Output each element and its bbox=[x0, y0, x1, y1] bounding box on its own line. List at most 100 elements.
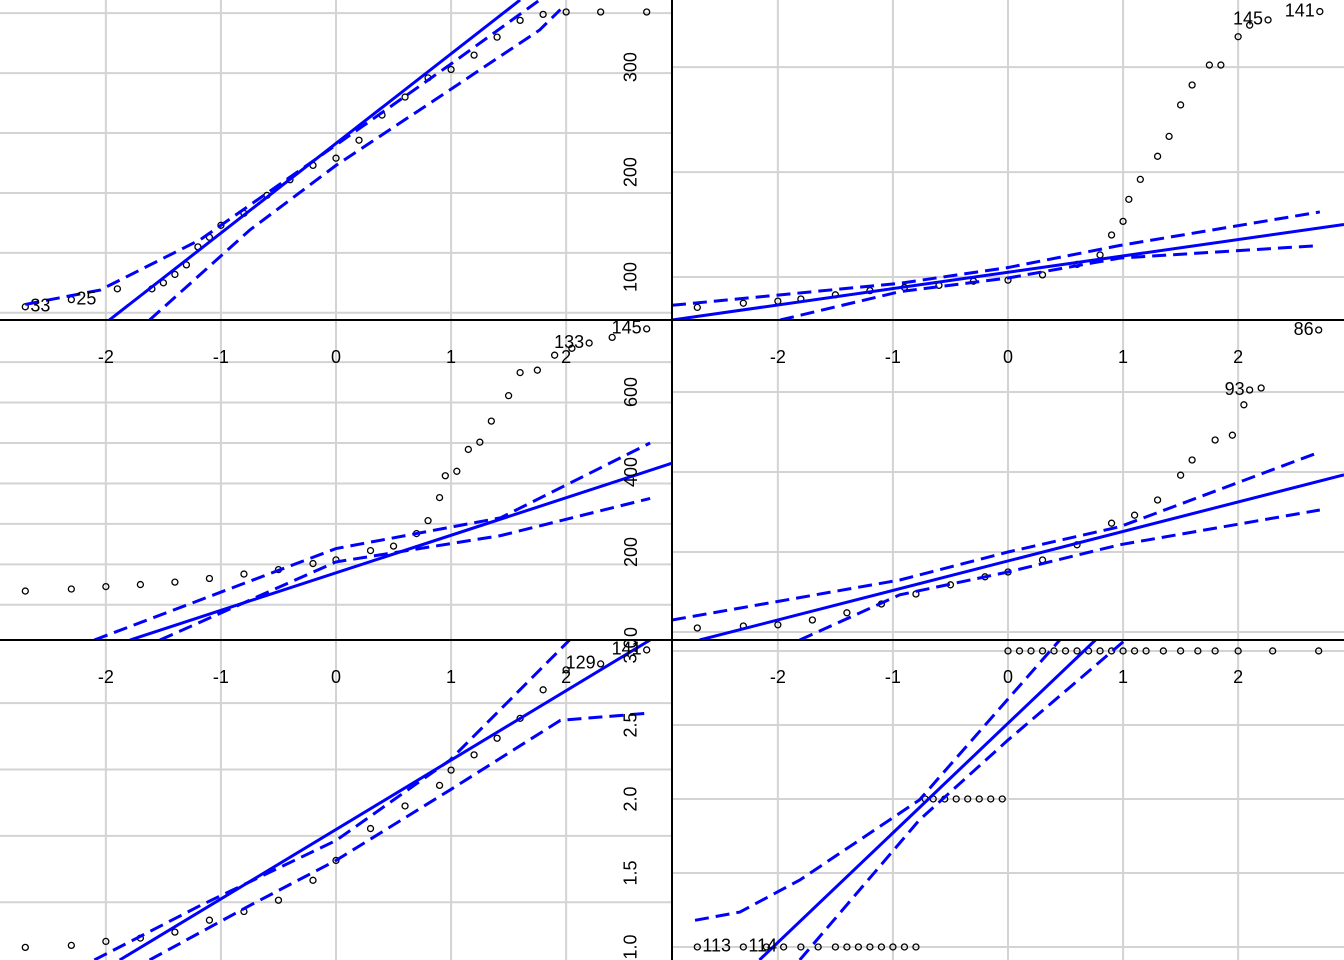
point bbox=[470, 51, 478, 59]
point bbox=[516, 16, 524, 25]
ref-line bbox=[758, 640, 1097, 960]
point bbox=[1188, 456, 1196, 464]
point bbox=[843, 943, 851, 951]
point bbox=[1315, 647, 1323, 655]
point bbox=[1125, 195, 1133, 203]
envelope-lower bbox=[148, 8, 562, 320]
point bbox=[568, 344, 576, 352]
point bbox=[464, 445, 472, 454]
panel bbox=[0, 320, 672, 640]
point bbox=[1245, 21, 1254, 29]
point bbox=[1264, 16, 1272, 24]
envelope-lower bbox=[799, 508, 1321, 640]
point bbox=[487, 417, 495, 425]
point bbox=[102, 582, 110, 591]
point bbox=[1194, 647, 1202, 655]
x-tick-label: 0 bbox=[331, 347, 341, 367]
x-tick-label: -2 bbox=[770, 667, 786, 687]
point bbox=[562, 666, 570, 674]
point bbox=[1038, 647, 1047, 655]
envelope-lower bbox=[798, 640, 1127, 960]
point bbox=[332, 856, 340, 865]
y-tick-label: 200 bbox=[621, 157, 641, 187]
y-tick-label: 3.0 bbox=[621, 638, 641, 663]
y-tick-label: 1.5 bbox=[621, 860, 641, 885]
point bbox=[401, 93, 409, 101]
point bbox=[1130, 647, 1139, 655]
y-tick-label: 100 bbox=[621, 262, 641, 292]
point bbox=[643, 8, 651, 16]
x-tick-label: 2 bbox=[561, 667, 571, 687]
y-tick-label: 300 bbox=[621, 52, 641, 82]
x-tick-label: -2 bbox=[98, 667, 114, 687]
point bbox=[1153, 496, 1162, 504]
panel bbox=[672, 640, 1344, 960]
point bbox=[1096, 647, 1104, 655]
point bbox=[814, 943, 822, 951]
point bbox=[975, 795, 983, 803]
x-tick-label: 0 bbox=[1003, 347, 1013, 367]
point bbox=[67, 941, 75, 950]
point bbox=[866, 943, 874, 951]
point bbox=[476, 438, 484, 446]
point bbox=[1176, 647, 1185, 655]
point bbox=[1107, 231, 1116, 239]
x-tick-label: 0 bbox=[331, 667, 341, 687]
point bbox=[562, 8, 570, 16]
point bbox=[1245, 386, 1254, 394]
envelope-upper bbox=[93, 441, 651, 640]
point bbox=[539, 686, 547, 694]
point bbox=[693, 624, 701, 632]
point-label: 141 bbox=[612, 639, 642, 659]
point-label: 86 bbox=[1294, 319, 1314, 339]
point bbox=[332, 154, 340, 162]
point bbox=[539, 10, 547, 19]
point bbox=[1015, 647, 1024, 655]
point bbox=[1153, 152, 1162, 160]
point-label: 25 bbox=[76, 288, 96, 308]
point bbox=[1269, 647, 1277, 655]
point bbox=[366, 824, 375, 833]
point bbox=[136, 580, 145, 589]
point bbox=[274, 896, 283, 904]
point bbox=[67, 295, 75, 304]
point bbox=[779, 943, 788, 951]
point bbox=[366, 546, 375, 555]
point bbox=[493, 734, 501, 742]
x-tick-label: 2 bbox=[1233, 347, 1243, 367]
point-label: 145 bbox=[1233, 9, 1263, 29]
point bbox=[21, 587, 29, 595]
point bbox=[1188, 81, 1196, 89]
y-tick-label: 1.0 bbox=[621, 934, 641, 959]
point bbox=[1061, 647, 1070, 655]
point bbox=[739, 943, 747, 951]
point-label: 133 bbox=[554, 332, 584, 352]
point bbox=[1176, 101, 1185, 109]
point-label: 93 bbox=[1225, 379, 1245, 399]
point bbox=[1234, 647, 1242, 655]
panel bbox=[0, 640, 672, 960]
point bbox=[453, 467, 461, 475]
point bbox=[389, 542, 398, 550]
point bbox=[597, 660, 605, 668]
envelope-lower bbox=[159, 496, 651, 640]
panel bbox=[672, 0, 1344, 320]
x-tick-label: -2 bbox=[770, 347, 786, 367]
point bbox=[447, 65, 455, 74]
point bbox=[1142, 647, 1150, 655]
point-label: 129 bbox=[566, 653, 596, 673]
ref-line bbox=[699, 473, 1344, 640]
point bbox=[1205, 61, 1214, 69]
envelope-upper bbox=[694, 640, 1061, 922]
point bbox=[435, 493, 444, 502]
point bbox=[1316, 7, 1324, 16]
envelope-upper bbox=[93, 640, 571, 960]
point bbox=[1096, 251, 1104, 259]
point bbox=[171, 270, 179, 279]
x-tick-label: 1 bbox=[446, 667, 456, 687]
point bbox=[843, 609, 851, 617]
